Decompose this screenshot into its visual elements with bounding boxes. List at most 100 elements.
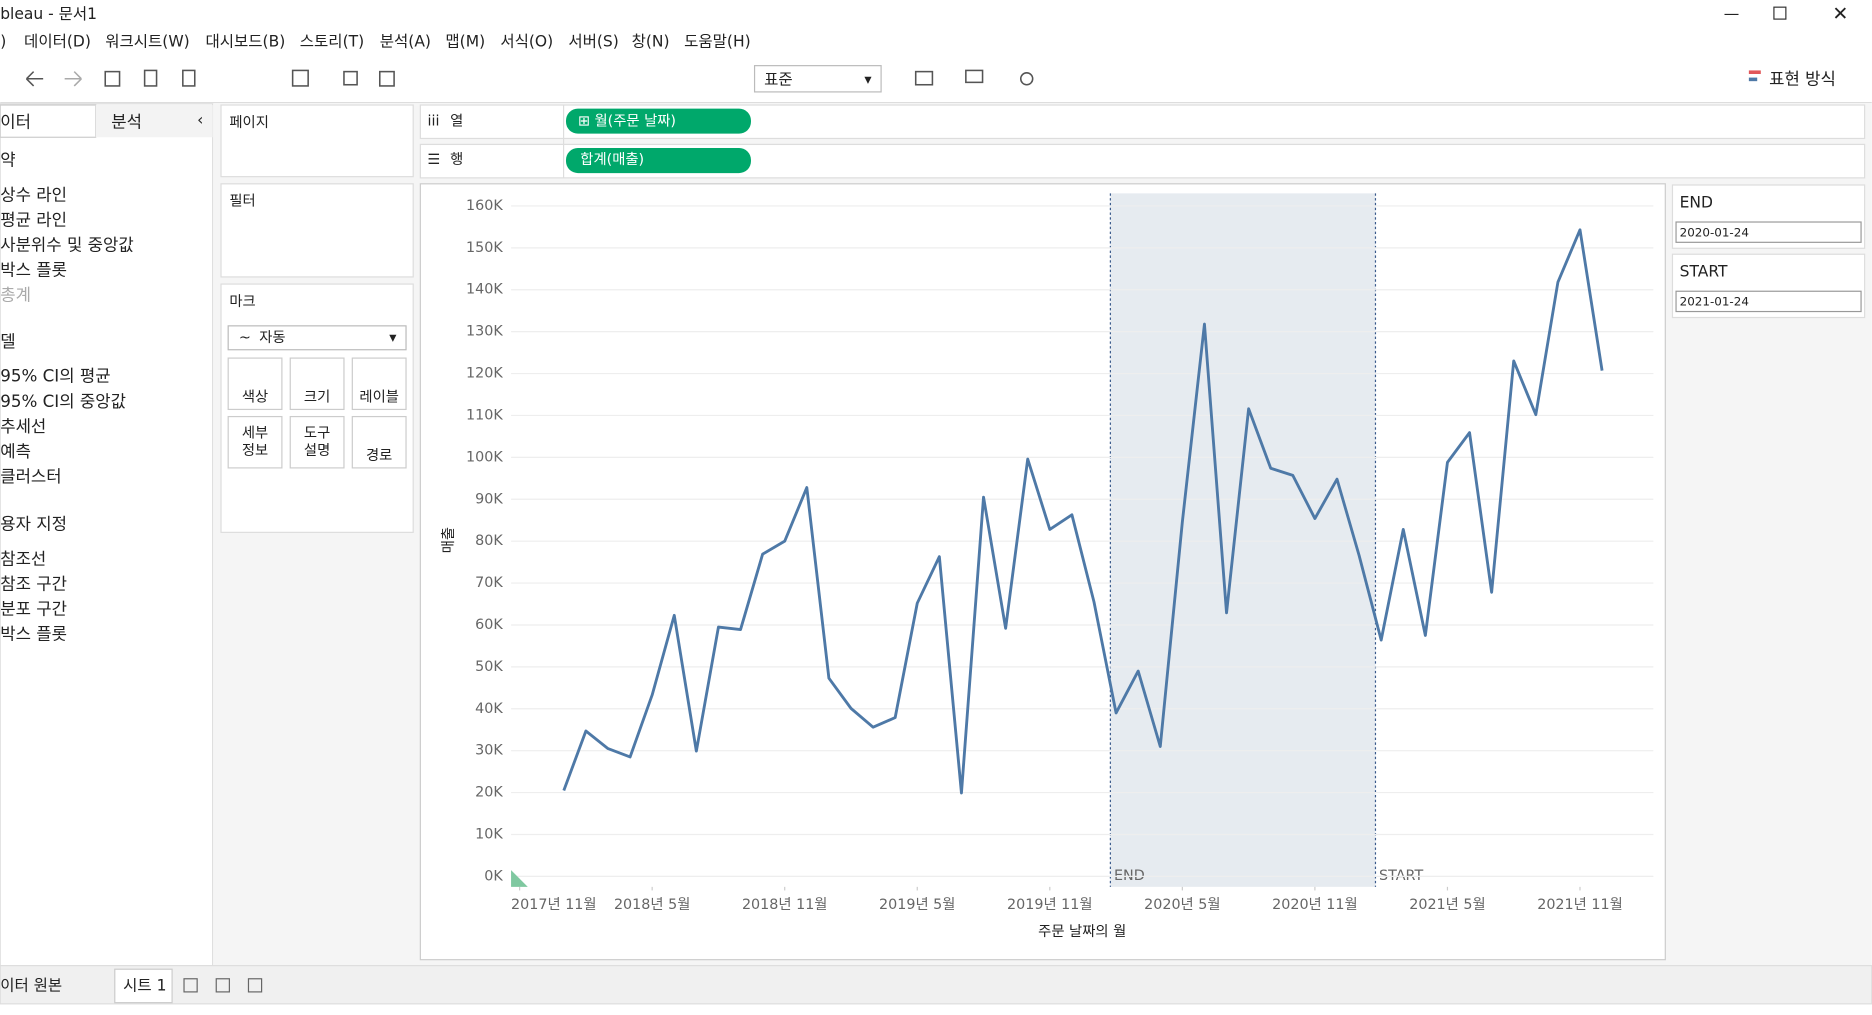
menu-item[interactable]: 맵(M) — [445, 32, 485, 50]
side-pane — [0, 103, 214, 967]
menu-item[interactable]: 서식(O) — [500, 32, 553, 50]
y-axis-label: 매출 — [440, 527, 457, 553]
analytics-item[interactable]: 참조선 — [0, 548, 46, 568]
analytics-item[interactable]: 추세선 — [0, 416, 46, 436]
new-source[interactable] — [143, 69, 158, 87]
parameter-value: 2021-01-24 — [1680, 294, 1749, 308]
x-tick-label: 2020년 11월 — [1272, 896, 1358, 913]
shelf-label: 열 — [450, 113, 463, 130]
new-dashboard[interactable] — [215, 978, 230, 993]
collapse[interactable]: ‹ — [197, 111, 203, 129]
tab-label: 분석 — [111, 111, 142, 131]
analytics-item[interactable]: 95% CI의 평균 — [0, 366, 110, 386]
new-sheet[interactable] — [183, 978, 198, 993]
pause[interactable] — [182, 69, 196, 87]
menu-item[interactable]: 대시보드(B) — [206, 32, 286, 50]
analytics-item[interactable]: 상수 라인 — [0, 184, 67, 204]
show-me-icon — [1748, 70, 1761, 75]
tab-bar — [0, 965, 1872, 1005]
minimize[interactable]: — — [1724, 5, 1740, 23]
restore[interactable] — [1773, 6, 1787, 20]
columns-pill[interactable] — [565, 108, 751, 134]
card-title: 필터 — [229, 193, 255, 210]
show-me-icon — [1748, 77, 1758, 82]
pill-label: ⊞ 월(주문 날짜) — [578, 113, 676, 130]
presentation[interactable] — [965, 69, 984, 84]
new-sheet[interactable] — [291, 69, 309, 87]
data-tab[interactable] — [0, 104, 97, 138]
show-cards[interactable] — [914, 70, 934, 86]
mark-type[interactable] — [227, 325, 407, 351]
mark-button[interactable] — [351, 415, 407, 469]
y-tick-label: 160K — [466, 198, 503, 214]
analytics-item[interactable]: 박스 플롯 — [0, 624, 67, 644]
mark-button-label: 레이블 — [359, 388, 399, 405]
analytics-item[interactable]: 사분위수 및 중앙값 — [0, 234, 134, 254]
mark-button[interactable] — [351, 357, 407, 411]
mark-button-label: 세부 정보 — [242, 424, 268, 459]
menu-item[interactable]: 데이터(D) — [24, 32, 91, 50]
close[interactable]: ✕ — [1832, 2, 1848, 25]
rows-pill[interactable] — [565, 148, 751, 174]
mark-button[interactable] — [289, 415, 345, 469]
show-me[interactable]: 표현 방식 — [1769, 68, 1836, 88]
save[interactable] — [104, 70, 121, 87]
mark-button[interactable] — [227, 415, 283, 469]
mark-button[interactable] — [227, 357, 283, 411]
pages-card — [220, 104, 414, 178]
menu-item[interactable]: 창(N) — [632, 32, 670, 50]
menu-item[interactable]: ) — [0, 32, 6, 50]
y-tick-label: 140K — [466, 282, 503, 298]
new-story[interactable] — [247, 978, 263, 993]
x-tick-label: 2020년 5월 — [1144, 896, 1220, 913]
menu-item[interactable]: 서버(S) — [568, 32, 618, 50]
analytics-item[interactable]: 예측 — [0, 441, 31, 461]
y-tick-label: 40K — [475, 701, 503, 717]
parameter-input[interactable] — [1675, 290, 1862, 313]
analytics-item[interactable]: 95% CI의 중앙값 — [0, 391, 126, 411]
dropdown-arrow: ▾ — [389, 330, 397, 346]
y-tick-label: 100K — [466, 449, 503, 465]
duplicate[interactable] — [343, 70, 358, 86]
mark-button-label: 크기 — [304, 388, 330, 405]
dropdown-arrow: ▾ — [864, 72, 872, 88]
menu-item[interactable]: 워크시트(W) — [105, 32, 189, 50]
analytics-item[interactable]: 박스 플롯 — [0, 259, 67, 279]
y-tick-label: 130K — [466, 324, 503, 340]
sheet-tab[interactable] — [114, 968, 173, 1004]
analytics-item[interactable]: 평균 라인 — [0, 209, 67, 229]
analytics-tab[interactable] — [95, 105, 213, 138]
y-tick-label: 90K — [475, 491, 503, 507]
fit-dropdown[interactable] — [753, 65, 882, 93]
share[interactable] — [1019, 72, 1034, 86]
shelf-icon: iii — [428, 114, 440, 130]
mark-button-label: 도구 설명 — [304, 425, 330, 459]
clear[interactable] — [378, 70, 395, 87]
x-tick-label: 2019년 5월 — [879, 896, 955, 913]
x-tick-label: 2019년 11월 — [1007, 896, 1093, 913]
menu-item[interactable]: 분석(A) — [380, 32, 431, 50]
y-tick-label: 80K — [475, 533, 503, 549]
analytics-item[interactable]: 클러스터 — [0, 466, 61, 486]
y-tick-label: 0K — [484, 868, 503, 884]
section-header: 용자 지정 — [0, 514, 67, 534]
menu-item[interactable]: 스토리(T) — [300, 32, 364, 50]
analytics-item[interactable]: 총계 — [0, 285, 31, 305]
analytics-item[interactable]: 분포 구간 — [0, 598, 67, 618]
parameter-input[interactable] — [1675, 221, 1862, 243]
toolbar-icons — [25, 69, 1034, 87]
y-tick-label: 110K — [466, 407, 503, 423]
parameters: END 2020-01-24 START 2021-01-24 — [1671, 184, 1866, 319]
analytics-item[interactable]: 참조 구간 — [0, 573, 67, 593]
source-tab[interactable]: 이터 원본 — [0, 976, 62, 994]
menu-item[interactable]: 도움말(H) — [684, 32, 751, 50]
y-tick-label: 150K — [466, 240, 503, 256]
sheet-tab-label: 시트 1 — [123, 976, 166, 994]
mark-button[interactable] — [289, 357, 345, 411]
y-tick-label: 10K — [475, 826, 503, 842]
undo[interactable] — [25, 71, 44, 87]
redo[interactable] — [64, 71, 82, 87]
reference-band — [1110, 193, 1376, 887]
